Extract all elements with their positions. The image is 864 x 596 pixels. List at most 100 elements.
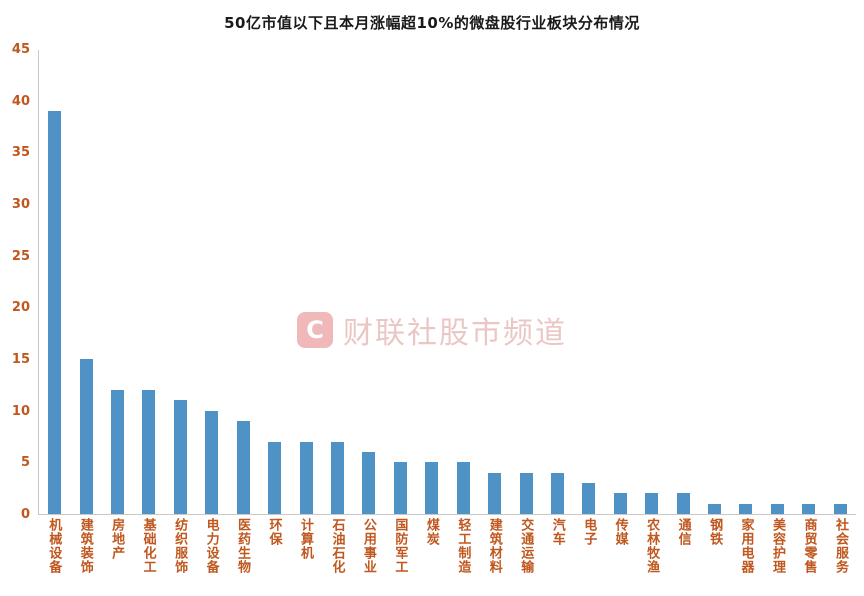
x-tick-label: 房地产 [109,518,125,560]
x-tick-label-cell: 农林牧渔 [636,518,667,596]
x-tick-label: 煤炭 [423,518,439,546]
y-tick-label: 45 [11,42,30,57]
bar [142,390,156,514]
bar [802,503,816,514]
bar [770,503,784,514]
bar-column [667,50,698,514]
bar-column [353,50,384,514]
x-tick-label-cell: 通信 [667,518,698,596]
x-tick-label: 环保 [266,518,282,546]
x-tick-label-cell: 钢铁 [699,518,730,596]
bar [299,441,313,514]
x-tick-label-cell: 传媒 [604,518,635,596]
x-tick-label-cell: 房地产 [101,518,132,596]
y-tick-label: 0 [20,507,30,522]
bar-column [102,50,133,514]
x-tick-label: 钢铁 [707,518,723,546]
x-tick-label: 纺织服饰 [172,518,188,574]
bar [550,472,564,514]
bar [79,359,93,514]
x-tick-label-cell: 电子 [573,518,604,596]
bar-column [793,50,824,514]
x-tick-label: 商贸零售 [801,518,817,574]
y-tick-label: 35 [11,145,30,161]
x-tick-label-cell: 商贸零售 [793,518,824,596]
x-tick-label: 社会服务 [832,518,848,574]
x-tick-label: 机械设备 [46,518,62,574]
y-tick-label: 20 [11,300,30,316]
x-tick-label-cell: 电力设备 [195,518,226,596]
x-tick-label-cell: 汽车 [542,518,573,596]
bar-column [385,50,416,514]
bar [519,472,533,514]
y-tick-label: 40 [11,93,30,109]
x-tick-label-cell: 计算机 [290,518,321,596]
bar-column [228,50,259,514]
x-tick-label: 国防军工 [392,518,408,574]
bar-column [39,50,70,514]
x-tick-label: 计算机 [297,518,313,560]
bar-column [825,50,856,514]
bar-column [605,50,636,514]
x-tick-label-cell: 建筑材料 [479,518,510,596]
bar [236,421,250,514]
x-tick-label: 汽车 [549,518,565,546]
x-tick-label-cell: 医药生物 [227,518,258,596]
x-tick-label-cell: 美容护理 [762,518,793,596]
bar [833,503,847,514]
chart-title: 50亿市值以下且本月涨幅超10%的微盘股行业板块分布情况 [224,14,640,32]
x-tick-label-cell: 纺织服饰 [164,518,195,596]
x-tick-label: 公用事业 [360,518,376,574]
bar-column [259,50,290,514]
x-tick-label: 轻工制造 [455,518,471,574]
y-axis: 0 5 10 15 20 25 30 35 40 45 [0,0,32,596]
bar [362,452,376,514]
x-tick-label-cell: 家用电器 [730,518,761,596]
bar [645,493,659,514]
y-tick-label: 30 [11,197,30,212]
x-tick-label-cell: 国防军工 [384,518,415,596]
bar-column [479,50,510,514]
x-tick-label-cell: 煤炭 [416,518,447,596]
bar [708,503,722,514]
bar-column [542,50,573,514]
plot-area [38,50,856,515]
bar [676,493,690,514]
x-tick-label-cell: 石油石化 [321,518,352,596]
x-tick-label: 交通运输 [518,518,534,574]
x-tick-label: 电子 [581,518,597,546]
bar [111,390,125,514]
x-tick-label: 家用电器 [738,518,754,574]
y-tick-label: 10 [11,403,30,419]
x-tick-label-cell: 环保 [258,518,289,596]
x-tick-label-cell: 公用事业 [353,518,384,596]
x-tick-label: 美容护理 [770,518,786,574]
x-tick-label-cell: 社会服务 [825,518,856,596]
y-tick-label: 15 [11,352,30,367]
x-tick-label: 传媒 [612,518,628,546]
bar [488,472,502,514]
bar-column [322,50,353,514]
bar-column [290,50,321,514]
bar-column [699,50,730,514]
bar-column [70,50,101,514]
x-tick-label-cell: 建筑装饰 [69,518,100,596]
bar-column [196,50,227,514]
bar [48,111,62,514]
bar-column [573,50,604,514]
bar-column [762,50,793,514]
bar [582,483,596,514]
x-tick-label: 农林牧渔 [644,518,660,574]
x-tick-label: 医药生物 [235,518,251,574]
bar-column [165,50,196,514]
bar [205,410,219,514]
bar-column [730,50,761,514]
x-tick-label: 通信 [675,518,691,546]
x-tick-label: 建筑装饰 [77,518,93,574]
bar-column [133,50,164,514]
x-tick-label: 基础化工 [140,518,156,574]
bar-column [636,50,667,514]
bar-column [447,50,478,514]
x-tick-label: 电力设备 [203,518,219,574]
